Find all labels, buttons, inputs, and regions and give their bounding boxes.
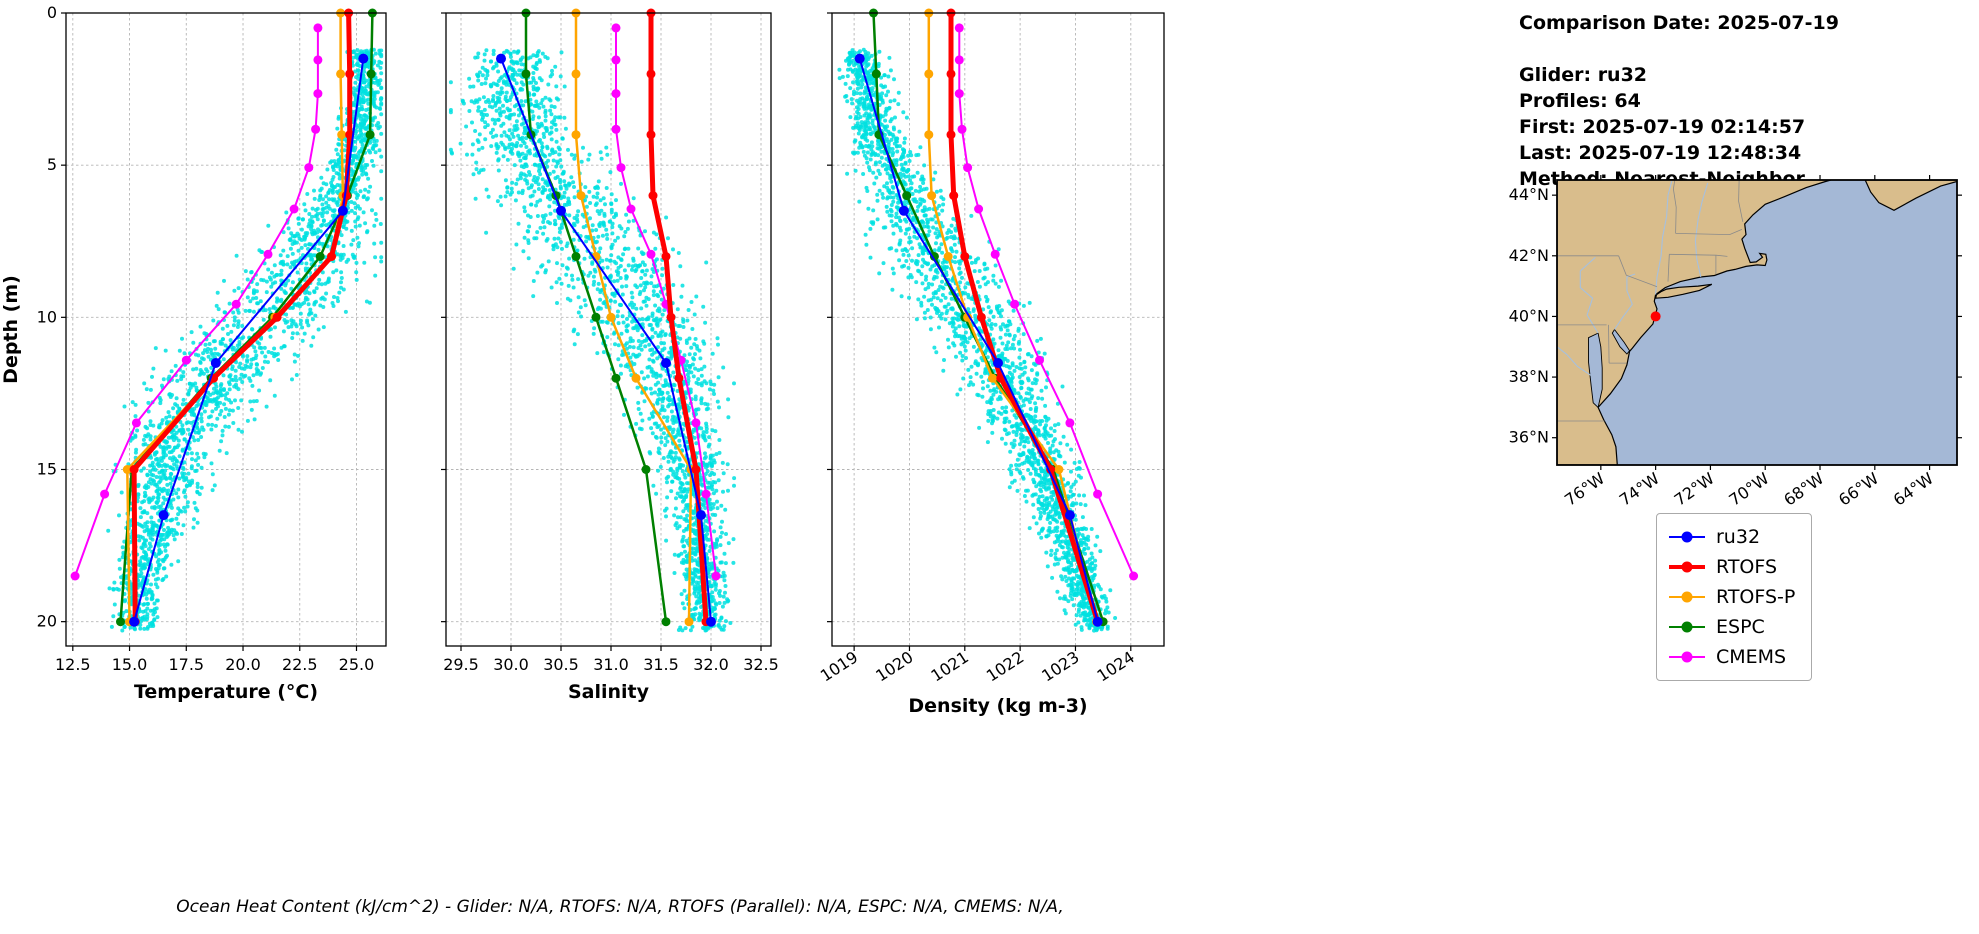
state-border [1667, 254, 1670, 282]
svg-text:25.0: 25.0 [339, 655, 375, 674]
legend-item-RTOFS-P: RTOFS-P [1667, 582, 1795, 612]
metadata-spacer [1519, 36, 1839, 62]
legend-label: RTOFS-P [1716, 586, 1796, 608]
svg-text:30.0: 30.0 [493, 655, 529, 674]
legend-marker-ESPC [1669, 621, 1705, 633]
svg-text:31.0: 31.0 [593, 655, 629, 674]
landmass-1 [1654, 283, 1713, 299]
river [1655, 180, 1673, 295]
ocean-heat-content-caption: Ocean Heat Content (kJ/cm^2) - Glider: N… [176, 897, 1064, 917]
series-ru32 [854, 53, 1103, 627]
legend-label: CMEMS [1716, 646, 1787, 668]
state-border [1672, 180, 1677, 234]
legend-marker-RTOFS-P [1669, 591, 1705, 603]
state-border [1618, 255, 1658, 288]
svg-text:30.5: 30.5 [543, 655, 579, 674]
series-CMEMS [70, 23, 323, 581]
legend-label: ru32 [1716, 526, 1761, 548]
state-border [1738, 180, 1744, 222]
legend-item-ESPC: ESPC [1667, 612, 1795, 642]
legend: ru32 RTOFS RTOFS-P ESPC CMEMS [1656, 513, 1813, 681]
series-CMEMS-line [74, 26, 319, 577]
legend-marker-ru32 [1669, 531, 1705, 543]
profiles-count-text: Profiles: 64 [1519, 90, 1641, 112]
series-CMEMS [954, 23, 1139, 581]
xaxis-label: Salinity [568, 681, 650, 703]
svg-text:5: 5 [47, 155, 57, 174]
river [1579, 256, 1599, 334]
legend-marker-RTOFS [1669, 561, 1705, 573]
river [1694, 182, 1709, 278]
svg-text:32.5: 32.5 [743, 655, 779, 674]
series-CMEMS [611, 23, 721, 581]
landmass-0 [1557, 180, 1834, 465]
glider-name-text: Glider: ru32 [1519, 64, 1648, 86]
legend-label: RTOFS [1716, 556, 1778, 578]
bay-0 [1588, 332, 1603, 409]
svg-text:12.5: 12.5 [55, 655, 91, 674]
legend-item-ru32: ru32 [1667, 522, 1795, 552]
comparison-date-text: Comparison Date: 2025-07-19 [1519, 12, 1839, 34]
series-ru32 [496, 53, 716, 627]
temperature-profile-chart: 12.5 15.0 17.5 20.0 22.5 25.0 0 5 10 15 20 Temperat… [0, 3, 387, 703]
series-ru32 [129, 53, 369, 627]
svg-text:10: 10 [37, 307, 57, 326]
svg-text:29.5: 29.5 [443, 655, 479, 674]
river [1614, 273, 1636, 330]
svg-text:31.5: 31.5 [643, 655, 679, 674]
bay-1 [1611, 328, 1631, 355]
last-profile-time-text: Last: 2025-07-19 12:48:34 [1519, 142, 1802, 164]
river [1557, 346, 1592, 377]
xaxis-label: Temperature (°C) [134, 681, 318, 703]
metadata-panel: Comparison Date: 2025-07-19 Glider: ru32… [1519, 10, 1839, 192]
salinity-profile-chart: 29.5 30.0 30.5 31.0 31.5 32.0 32.5 Salinity [441, 8, 779, 703]
first-profile-time-text: First: 2025-07-19 02:14:57 [1519, 116, 1806, 138]
landmass-2 [1864, 180, 1957, 211]
series-CMEMS-line [615, 26, 717, 577]
svg-text:15.0: 15.0 [112, 655, 148, 674]
legend-marker-CMEMS [1669, 651, 1705, 663]
glider-location-marker [1650, 311, 1661, 322]
state-border [1675, 229, 1743, 236]
svg-text:15: 15 [37, 459, 57, 478]
legend-item-CMEMS: CMEMS [1667, 642, 1795, 672]
svg-text:22.5: 22.5 [282, 655, 318, 674]
series-CMEMS-line [958, 26, 1135, 577]
xaxis-label: Density (kg m-3) [908, 695, 1087, 717]
state-border [1608, 324, 1610, 364]
location-map: 44°N42°N40°N38°N36°N76°W 74°W 72°W 70°W 68°W… [1509, 175, 1962, 510]
glider-scatter [448, 48, 737, 633]
svg-text:32.0: 32.0 [693, 655, 729, 674]
svg-text:17.5: 17.5 [168, 655, 204, 674]
svg-text:20.0: 20.0 [225, 655, 261, 674]
legend-item-RTOFS: RTOFS [1667, 552, 1795, 582]
svg-text:0: 0 [47, 3, 57, 22]
legend-label: ESPC [1716, 616, 1765, 638]
svg-text:20: 20 [37, 612, 57, 631]
yaxis-label: Depth (m) [0, 275, 22, 384]
